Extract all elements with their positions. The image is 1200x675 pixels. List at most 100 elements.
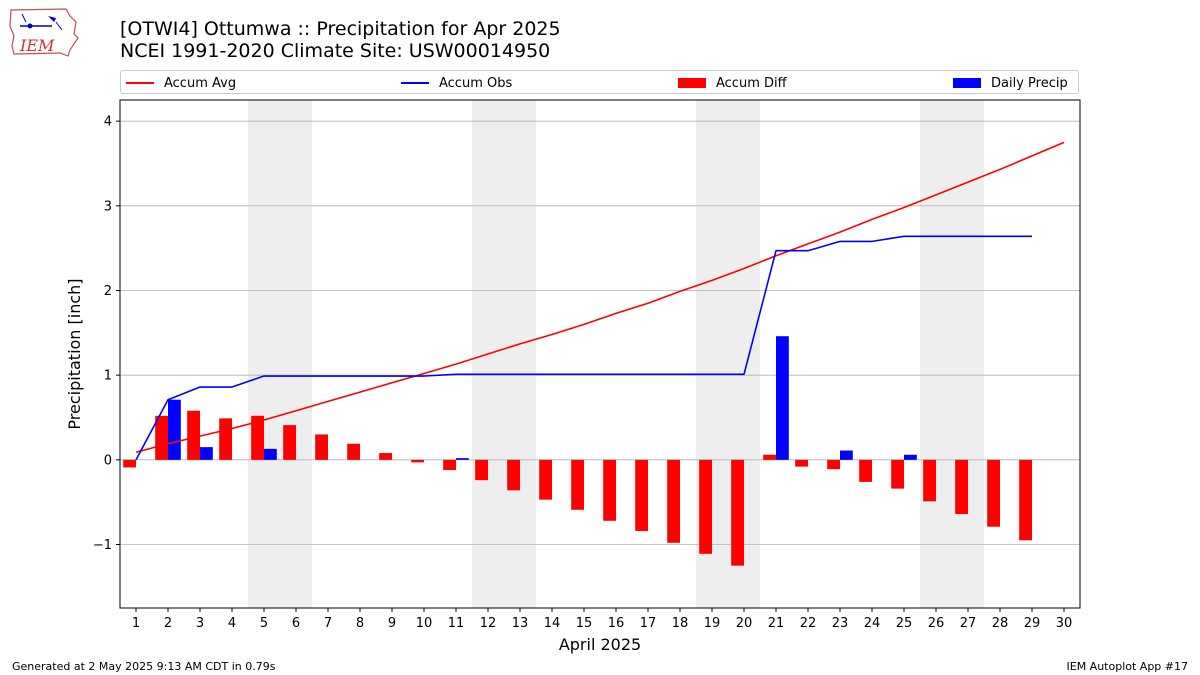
x-tick-label: 18 — [672, 616, 689, 631]
x-tick-label: 28 — [992, 616, 1009, 631]
legend-swatch-accum-avg — [126, 82, 154, 84]
x-tick-label: 10 — [416, 616, 433, 631]
accum-diff-bar — [443, 459, 456, 470]
daily-precip-bar — [904, 454, 917, 460]
daily-precip-bar — [168, 399, 181, 460]
accum-diff-bar — [891, 459, 904, 489]
x-tick-label: 9 — [388, 616, 396, 631]
accum-diff-bar — [379, 453, 392, 460]
x-tick-label: 8 — [356, 616, 364, 631]
accum-diff-bar — [411, 459, 424, 463]
x-tick-label: 27 — [960, 616, 977, 631]
y-axis-label: Precipitation [inch] — [65, 278, 84, 429]
daily-precip-bar — [840, 450, 853, 460]
legend-label-accum-diff: Accum Diff — [716, 75, 787, 91]
legend-item-accum-diff: Accum Diff — [678, 74, 787, 92]
legend-item-accum-obs: Accum Obs — [401, 74, 512, 92]
legend-swatch-accum-diff — [678, 78, 706, 88]
y-tick-label: 3 — [104, 199, 112, 214]
x-tick-label: 13 — [512, 616, 529, 631]
x-tick-label: 23 — [832, 616, 849, 631]
y-tick-label: 2 — [104, 284, 112, 299]
accum-diff-bar — [571, 459, 584, 510]
legend-item-accum-avg: Accum Avg — [126, 74, 236, 92]
y-tick-label: 4 — [104, 115, 112, 130]
accum-diff-bar — [539, 459, 552, 500]
accum-diff-bar — [955, 459, 968, 515]
y-tick-label: −1 — [93, 538, 112, 553]
x-tick-label: 29 — [1024, 616, 1041, 631]
accum-diff-bar — [987, 459, 1000, 527]
x-tick-label: 3 — [196, 616, 204, 631]
accum-diff-bar — [923, 459, 936, 502]
daily-precip-bar — [776, 336, 789, 460]
iowa-map-logo-icon: IEM — [9, 8, 79, 57]
chart-subtitle: NCEI 1991-2020 Climate Site: USW00014950 — [120, 40, 551, 62]
x-tick-label: 19 — [704, 616, 721, 631]
accum-diff-bar — [155, 415, 168, 460]
x-tick-label: 15 — [576, 616, 593, 631]
x-tick-label: 6 — [292, 616, 300, 631]
daily-precip-bar — [264, 448, 277, 460]
x-tick-label: 11 — [448, 616, 465, 631]
accum-diff-bar — [827, 459, 840, 470]
accum-diff-bar — [219, 418, 232, 460]
chart-legend: Accum Avg Accum Obs Accum Diff Daily Pre… — [120, 70, 1079, 94]
accum-diff-bar — [187, 410, 200, 460]
x-tick-label: 4 — [228, 616, 236, 631]
iem-logo: IEM — [8, 6, 80, 58]
x-tick-label: 14 — [544, 616, 561, 631]
x-tick-label: 20 — [736, 616, 753, 631]
chart-title: [OTWI4] Ottumwa :: Precipitation for Apr… — [120, 18, 561, 40]
accum-avg-line — [135, 141, 1065, 453]
daily-precip-bar — [200, 447, 213, 460]
accum-diff-bar — [859, 459, 872, 482]
app-credit: IEM Autoplot App #17 — [1066, 660, 1189, 673]
accum-diff-bar — [635, 459, 648, 531]
weekend-shade-band — [920, 100, 984, 608]
accum-diff-bar — [475, 459, 488, 481]
generated-timestamp: Generated at 2 May 2025 9:13 AM CDT in 0… — [12, 660, 276, 673]
x-tick-label: 24 — [864, 616, 881, 631]
accum-diff-bar — [283, 425, 296, 460]
x-tick-label: 30 — [1056, 616, 1073, 631]
legend-swatch-daily-precip — [953, 78, 981, 88]
accum-diff-bar — [763, 454, 776, 460]
accum-obs-line — [135, 235, 1032, 461]
x-tick-label: 2 — [164, 616, 172, 631]
y-tick-label: 0 — [104, 453, 112, 468]
plot-frame — [119, 99, 1081, 609]
accum-diff-bar — [123, 459, 136, 468]
x-tick-label: 17 — [640, 616, 657, 631]
svg-text:IEM: IEM — [19, 36, 55, 55]
legend-item-daily-precip: Daily Precip — [953, 74, 1068, 92]
accum-diff-bar — [507, 459, 520, 491]
accum-diff-bar — [731, 459, 744, 566]
accum-diff-bar — [315, 434, 328, 460]
x-tick-label: 1 — [132, 616, 140, 631]
x-tick-label: 26 — [928, 616, 945, 631]
daily-precip-bar — [456, 458, 469, 460]
x-tick-label: 22 — [800, 616, 817, 631]
x-tick-label: 7 — [324, 616, 332, 631]
legend-label-daily-precip: Daily Precip — [991, 75, 1068, 91]
legend-swatch-accum-obs — [401, 82, 429, 84]
accum-diff-bar — [699, 459, 712, 554]
x-axis-label: April 2025 — [559, 635, 641, 654]
x-tick-label: 5 — [260, 616, 268, 631]
legend-label-accum-obs: Accum Obs — [439, 75, 513, 91]
accum-diff-bar — [603, 459, 616, 521]
weekend-shade-band — [472, 100, 536, 608]
accum-diff-bar — [1019, 459, 1032, 541]
accum-diff-bar — [347, 443, 360, 460]
accum-diff-bar — [251, 415, 264, 460]
legend-label-accum-avg: Accum Avg — [164, 75, 237, 91]
x-tick-label: 12 — [480, 616, 497, 631]
x-tick-label: 21 — [768, 616, 785, 631]
accum-diff-bar — [795, 459, 808, 467]
accum-diff-bar — [667, 459, 680, 543]
weekend-shade-band — [248, 100, 312, 608]
y-tick-label: 1 — [104, 369, 112, 384]
x-tick-label: 16 — [608, 616, 625, 631]
